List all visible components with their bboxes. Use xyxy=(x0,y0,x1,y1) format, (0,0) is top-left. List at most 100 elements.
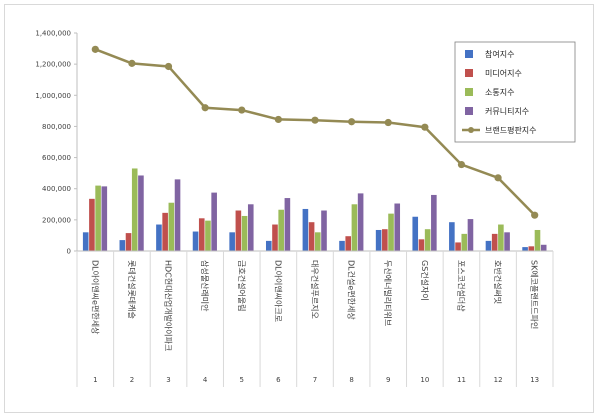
legend-swatch xyxy=(465,107,473,115)
bar xyxy=(345,236,352,251)
line-point xyxy=(457,160,466,169)
bar xyxy=(272,224,278,251)
line-series xyxy=(91,45,539,219)
bar xyxy=(156,224,162,251)
bar xyxy=(241,215,248,251)
bar xyxy=(205,220,211,251)
x-number-label: 12 xyxy=(494,376,503,384)
bar xyxy=(278,209,284,251)
bar xyxy=(192,231,199,251)
y-tick-label: 400,000 xyxy=(42,185,71,193)
category-label: HDC현대산업개발아이파크 xyxy=(164,260,174,351)
line-point xyxy=(238,106,246,114)
x-number-label: 4 xyxy=(203,376,208,384)
category-label: DL아이앤씨아크로 xyxy=(273,260,283,322)
bar xyxy=(265,240,272,251)
y-tick-label: 1,400,000 xyxy=(35,30,71,38)
legend-label: 브랜드평판지수 xyxy=(485,125,537,135)
y-tick-label: 800,000 xyxy=(42,123,71,131)
legend-swatch xyxy=(465,88,473,96)
bar xyxy=(229,232,235,251)
line-point xyxy=(274,115,282,124)
bar xyxy=(321,210,327,251)
bar xyxy=(382,229,388,251)
bar xyxy=(388,213,394,251)
legend-label: 소통지수 xyxy=(485,88,514,97)
line-point xyxy=(91,45,99,53)
bar xyxy=(284,198,291,251)
y-tick-label: 1,200,000 xyxy=(35,61,71,69)
bar xyxy=(351,204,358,251)
legend-box xyxy=(454,41,576,143)
x-number-label: 3 xyxy=(166,376,170,384)
legend-swatch xyxy=(465,69,473,77)
bar xyxy=(125,233,132,251)
line-point xyxy=(531,211,539,219)
bar xyxy=(467,219,474,251)
line-point xyxy=(348,118,356,126)
y-tick-label: 600,000 xyxy=(42,154,71,162)
x-number-label: 2 xyxy=(130,376,134,384)
line-point xyxy=(494,174,502,182)
bar xyxy=(485,240,492,251)
category-label: 금호건설어울림 xyxy=(237,260,247,312)
bar xyxy=(89,198,95,251)
bar xyxy=(498,224,504,251)
line-point xyxy=(201,104,209,112)
line-point xyxy=(421,123,429,131)
bar xyxy=(375,229,382,251)
category-label: 롯데건설롯데캐슬 xyxy=(127,260,137,319)
bar xyxy=(394,203,401,251)
x-number-label: 9 xyxy=(386,376,390,384)
bar xyxy=(95,185,101,251)
bar xyxy=(174,179,181,251)
bar xyxy=(131,168,138,251)
y-tick-label: 1,000,000 xyxy=(35,92,71,100)
y-tick-label: 200,000 xyxy=(42,216,71,224)
brand-reputation-chart: 0 200,000 400,000 600,000 800,000 1,000,000 1,… xyxy=(35,30,576,387)
bar xyxy=(315,232,321,251)
category-label: 호반건설써밋 xyxy=(493,260,503,304)
bar xyxy=(162,212,168,251)
x-number-label: 8 xyxy=(349,376,353,384)
x-number-label: 11 xyxy=(457,376,466,384)
bar xyxy=(308,222,315,251)
legend-point-swatch xyxy=(468,127,474,133)
bar xyxy=(461,233,468,251)
x-number-label: 1 xyxy=(93,376,97,384)
bar xyxy=(455,242,461,251)
bar xyxy=(235,210,242,251)
category-label: GS건설자이 xyxy=(420,260,430,301)
x-number-label: 5 xyxy=(240,376,244,384)
category-label: 대우건설푸르지오 xyxy=(310,260,320,319)
bar xyxy=(504,232,510,251)
bar xyxy=(138,175,144,251)
x-number-label: 13 xyxy=(530,376,539,384)
category-label: 포스코건설더샵 xyxy=(456,260,466,312)
line-point xyxy=(311,116,319,124)
x-number-label: 6 xyxy=(276,376,281,384)
bar xyxy=(357,193,364,251)
legend-label: 미디어지수 xyxy=(485,68,522,78)
bar xyxy=(168,202,175,251)
legend-label: 참여지수 xyxy=(485,49,514,59)
bar xyxy=(302,208,309,251)
x-number-label: 7 xyxy=(313,376,317,384)
x-number-label: 10 xyxy=(420,376,429,384)
legend-swatch xyxy=(465,50,473,58)
bar xyxy=(418,239,425,251)
chart-frame: 0 200,000 400,000 600,000 800,000 1,000,000 1,… xyxy=(4,4,594,413)
category-label: DL아이앤씨e편한세상 xyxy=(90,260,100,335)
bar xyxy=(431,194,437,251)
line-point xyxy=(164,62,173,71)
category-label: 두산에너빌리티위브 xyxy=(383,260,393,326)
y-axis: 0 200,000 400,000 600,000 800,000 1,000,000 1,… xyxy=(35,30,78,256)
bar xyxy=(522,247,528,251)
bar xyxy=(198,218,205,251)
bar xyxy=(540,244,547,251)
bar xyxy=(119,240,126,251)
bar xyxy=(528,246,535,251)
legend-label: 커뮤니티지수 xyxy=(485,106,529,116)
bar xyxy=(424,229,431,251)
